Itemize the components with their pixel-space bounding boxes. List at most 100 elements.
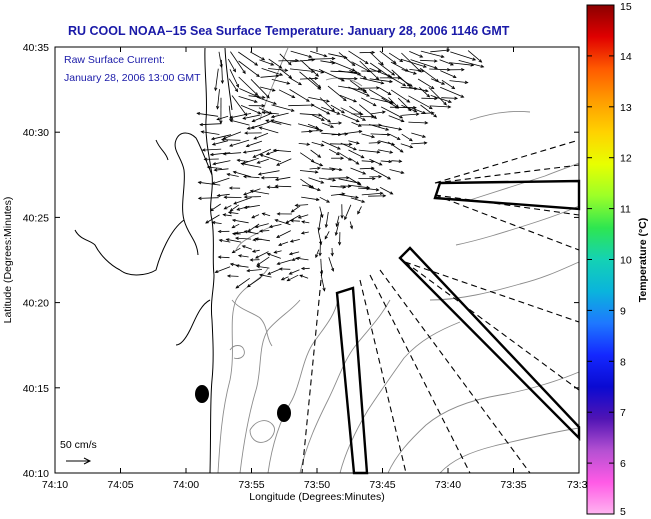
current-vector: [201, 131, 220, 135]
current-vector: [227, 173, 239, 177]
colorbar-tick-label: 8: [620, 356, 626, 368]
current-vector: [298, 143, 310, 145]
current-vector-head: [452, 74, 457, 78]
x-axis: 74:10 74:05 74:00 73:55 73:50 73:45 73:40 73:35…: [42, 47, 588, 491]
current-vector: [329, 185, 346, 188]
current-vector: [320, 60, 335, 64]
current-vector: [441, 79, 455, 89]
current-vector-head: [419, 54, 424, 58]
current-vector-head: [326, 111, 331, 115]
current-vector-head: [220, 80, 225, 85]
current-vector: [212, 221, 222, 224]
current-vector: [380, 160, 392, 163]
colorbar-tick-label: 11: [620, 204, 631, 216]
current-vector-head: [392, 60, 397, 64]
current-vector-head: [301, 220, 306, 224]
current-vector: [377, 149, 393, 153]
current-vector: [210, 203, 221, 212]
current-vector: [319, 239, 321, 256]
current-vector: [296, 257, 309, 261]
current-vector: [205, 214, 220, 224]
current-vector: [449, 80, 468, 83]
current-vector-head: [454, 96, 459, 100]
current-vector-head: [359, 112, 364, 116]
current-vector-head: [364, 60, 369, 65]
y-tick-label: 40:25: [23, 212, 49, 224]
current-vector-head: [331, 267, 335, 272]
current-vector: [300, 59, 319, 77]
current-vector-head: [266, 94, 270, 99]
current-vector: [271, 104, 295, 112]
y-tick-label: 40:20: [23, 298, 49, 310]
current-vector: [419, 67, 439, 82]
current-vector: [229, 69, 239, 88]
current-vector-head: [375, 188, 380, 192]
current-vector-head: [229, 119, 234, 123]
colorbar-tick-label: 14: [620, 51, 632, 63]
current-vector: [408, 86, 429, 92]
current-vector-head: [237, 254, 242, 258]
current-vector: [321, 106, 340, 115]
current-vector-head: [279, 72, 284, 76]
current-vector: [271, 79, 290, 84]
colorbar-tick-label: 7: [620, 407, 626, 419]
current-vector: [233, 171, 252, 178]
current-vector: [267, 186, 279, 189]
current-vector-head: [354, 77, 358, 81]
current-vector-head: [214, 87, 218, 92]
current-vector-head: [266, 185, 271, 189]
current-vector: [215, 68, 219, 91]
current-vector-head: [242, 116, 247, 120]
current-vector-head: [210, 207, 214, 212]
current-vector: [301, 221, 310, 224]
current-vector: [308, 186, 321, 191]
current-vector: [212, 140, 229, 145]
current-vector: [243, 149, 262, 153]
current-vector-head: [290, 209, 295, 213]
current-vector: [244, 196, 262, 198]
current-vector: [357, 206, 362, 214]
current-vector-head: [289, 219, 294, 223]
current-vector-head: [205, 220, 209, 224]
current-vector-head: [372, 103, 377, 107]
current-vector-head: [400, 119, 405, 123]
current-vector: [361, 160, 375, 162]
current-vector: [258, 170, 280, 175]
current-vector-head: [320, 117, 325, 121]
current-vector: [389, 169, 404, 174]
current-vector: [388, 52, 403, 62]
current-vector: [276, 158, 292, 166]
current-vector: [244, 230, 259, 235]
current-vector: [401, 104, 417, 113]
current-vector: [285, 214, 301, 224]
current-vector: [236, 265, 249, 268]
current-vector: [387, 141, 404, 153]
current-vector-head: [389, 150, 394, 154]
current-vector-head: [358, 130, 363, 134]
current-vector-head: [315, 254, 319, 259]
current-vector-head: [382, 110, 386, 114]
current-vector: [213, 160, 231, 165]
current-vector-head: [278, 65, 283, 69]
current-vector: [290, 50, 312, 58]
current-vector-head: [289, 239, 294, 243]
current-vector-head: [314, 76, 319, 81]
current-vector: [400, 143, 413, 148]
current-vector-head: [242, 150, 247, 154]
current-vector: [258, 97, 277, 105]
current-vector-head: [415, 112, 420, 116]
current-vector-head: [251, 215, 256, 219]
figure-title: RU COOL NOAA–15 Sea Surface Temperature:…: [68, 24, 510, 38]
current-vector: [310, 50, 327, 57]
current-vector-head: [222, 213, 227, 217]
current-vector: [350, 158, 359, 165]
current-vector: [380, 125, 402, 130]
current-vector-head: [357, 182, 362, 186]
current-vector: [256, 256, 270, 266]
current-vector-head: [351, 62, 356, 67]
colorbar-tick-label: 13: [620, 102, 632, 114]
current-vector-head: [375, 76, 380, 81]
current-vector: [309, 77, 321, 88]
current-vector-head: [251, 119, 256, 123]
current-vector: [351, 61, 371, 73]
